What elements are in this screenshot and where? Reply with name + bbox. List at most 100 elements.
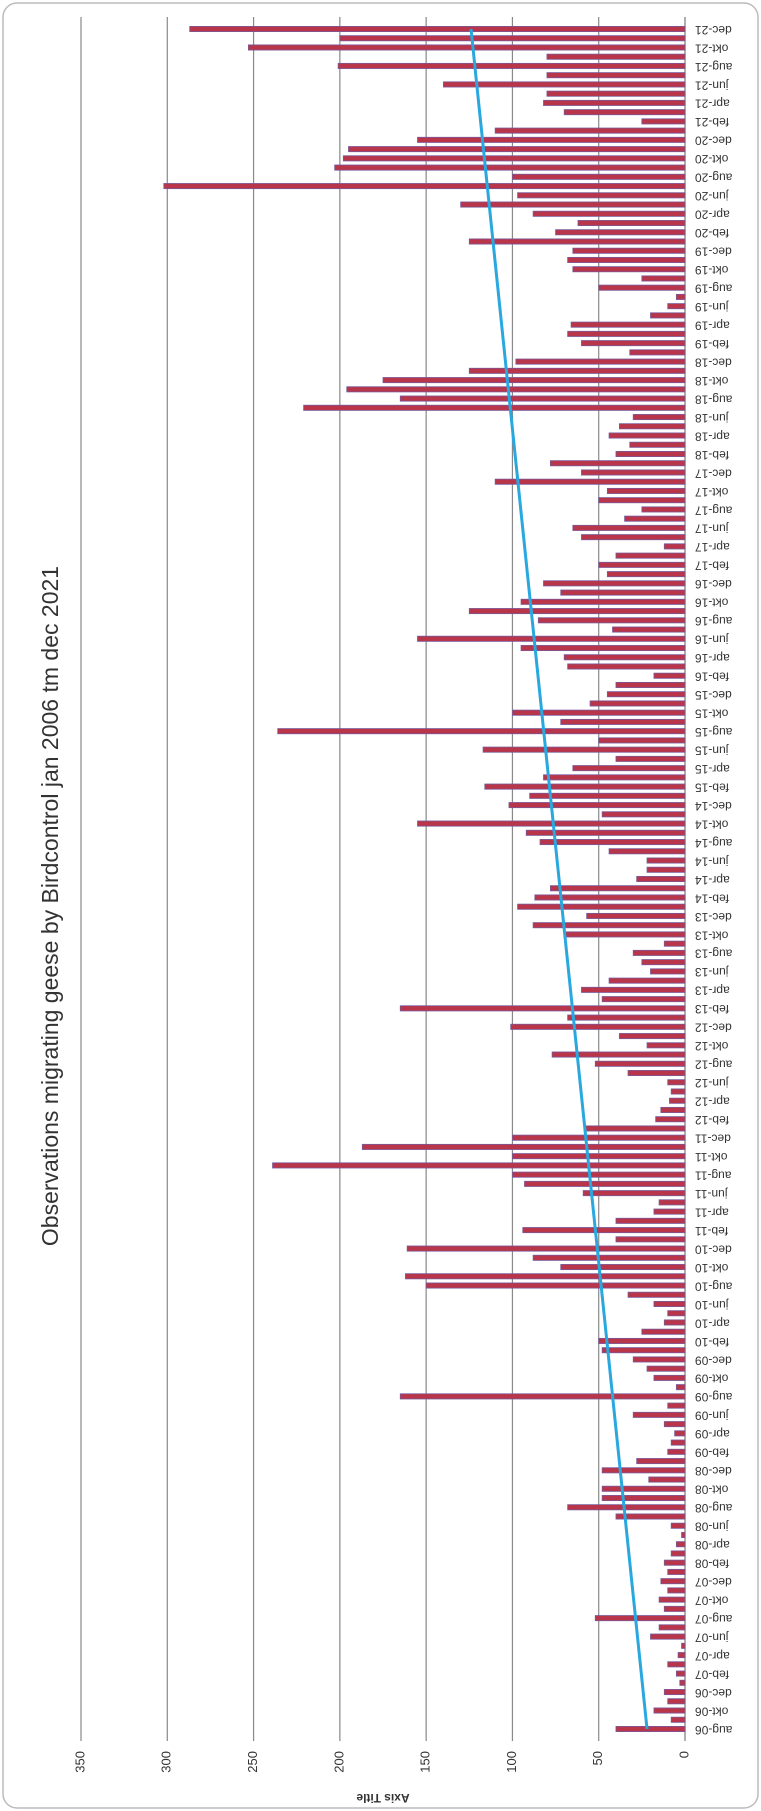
bar xyxy=(572,266,686,273)
bar xyxy=(563,931,686,938)
x-tick-label: dec-13 xyxy=(695,910,732,924)
x-tick-label: feb-20 xyxy=(695,226,729,240)
x-tick-label: apr-08 xyxy=(695,1538,730,1552)
x-tick-label: okt-08 xyxy=(695,1483,729,1497)
bar xyxy=(482,746,686,753)
bar xyxy=(648,1476,686,1483)
bar xyxy=(667,303,686,310)
bar xyxy=(663,1605,686,1612)
bar xyxy=(650,968,686,975)
x-tick-label: apr-14 xyxy=(695,873,730,887)
bar xyxy=(567,256,686,263)
x-tick-label: jun-10 xyxy=(695,1298,730,1312)
x-tick-label: jun-21 xyxy=(695,78,730,92)
x-tick-label: aug-14 xyxy=(695,836,733,850)
y-tick-label: 250 xyxy=(245,1751,260,1773)
bar xyxy=(650,1633,686,1640)
bar xyxy=(653,1374,686,1381)
bar xyxy=(598,1337,686,1344)
bar xyxy=(517,903,686,910)
x-tick-label: okt-11 xyxy=(695,1150,728,1164)
bar xyxy=(667,1661,686,1668)
bar xyxy=(670,1522,686,1529)
x-tick-label: okt-19 xyxy=(695,263,729,277)
x-tick-label: okt-20 xyxy=(695,152,729,166)
x-tick-label: okt-13 xyxy=(695,928,729,942)
bar xyxy=(641,118,686,125)
bar xyxy=(399,1393,686,1400)
bar xyxy=(529,792,686,799)
bar xyxy=(517,192,686,199)
bar xyxy=(619,1033,686,1040)
bar xyxy=(399,395,686,402)
bar xyxy=(601,1347,686,1354)
x-tick-label: feb-12 xyxy=(695,1113,729,1127)
bar xyxy=(615,755,686,762)
bar xyxy=(636,1458,686,1465)
x-tick-label: jun-12 xyxy=(695,1076,730,1090)
x-tick-label: jun-18 xyxy=(695,411,730,425)
bar xyxy=(581,340,686,347)
bar xyxy=(670,1439,686,1446)
bar xyxy=(560,718,686,725)
bar xyxy=(641,506,686,513)
x-tick-label: feb-13 xyxy=(695,1002,729,1016)
bar xyxy=(468,608,686,615)
x-tick-label: okt-18 xyxy=(695,374,729,388)
bar xyxy=(572,524,686,531)
bar xyxy=(667,1587,686,1594)
y-tick-label: 200 xyxy=(331,1751,346,1773)
x-tick-label: dec-11 xyxy=(695,1132,731,1146)
bar xyxy=(546,53,686,60)
x-tick-label: dec-17 xyxy=(695,466,732,480)
bar xyxy=(667,1698,686,1705)
x-tick-label: dec-12 xyxy=(695,1021,732,1035)
x-tick-label: feb-08 xyxy=(695,1557,729,1571)
x-tick-label: okt-14 xyxy=(695,817,729,831)
bar xyxy=(627,1070,686,1077)
bar xyxy=(670,1716,686,1723)
bar xyxy=(670,1088,686,1095)
bar xyxy=(679,1679,686,1686)
bar xyxy=(658,1199,686,1206)
x-tick-label: feb-14 xyxy=(695,891,729,905)
bar xyxy=(567,330,686,337)
bar xyxy=(468,367,686,374)
bar xyxy=(663,1559,686,1566)
x-tick-label: feb-16 xyxy=(695,670,729,684)
x-tick-label: jun-07 xyxy=(695,1630,730,1644)
bar xyxy=(572,765,686,772)
x-tick-label: dec-14 xyxy=(695,799,732,813)
bar xyxy=(586,912,686,919)
bar xyxy=(567,1014,686,1021)
bar xyxy=(546,90,686,97)
bar xyxy=(334,164,686,171)
bar xyxy=(494,127,686,134)
bar xyxy=(361,1143,686,1150)
x-tick-label: jun-13 xyxy=(695,965,730,979)
bar xyxy=(655,1116,686,1123)
bar xyxy=(629,441,686,448)
bar xyxy=(277,728,686,735)
bar xyxy=(339,35,686,42)
bar xyxy=(653,672,686,679)
bar xyxy=(337,62,686,69)
bar xyxy=(663,940,686,947)
bar xyxy=(601,1495,686,1502)
x-tick-label: feb-10 xyxy=(695,1335,729,1349)
bar xyxy=(653,1707,686,1714)
x-tick-label: aug-12 xyxy=(695,1058,733,1072)
bar xyxy=(560,589,686,596)
bar xyxy=(567,663,686,670)
bar xyxy=(606,487,686,494)
x-tick-label: jun-08 xyxy=(695,1520,730,1534)
bar xyxy=(417,635,686,642)
x-tick-label: apr-09 xyxy=(695,1427,730,1441)
bar xyxy=(512,1153,686,1160)
bar xyxy=(346,386,686,393)
x-tick-label: aug-17 xyxy=(695,503,733,517)
bar xyxy=(563,654,686,661)
x-tick-label: jun-15 xyxy=(695,743,730,757)
bar xyxy=(468,238,686,245)
